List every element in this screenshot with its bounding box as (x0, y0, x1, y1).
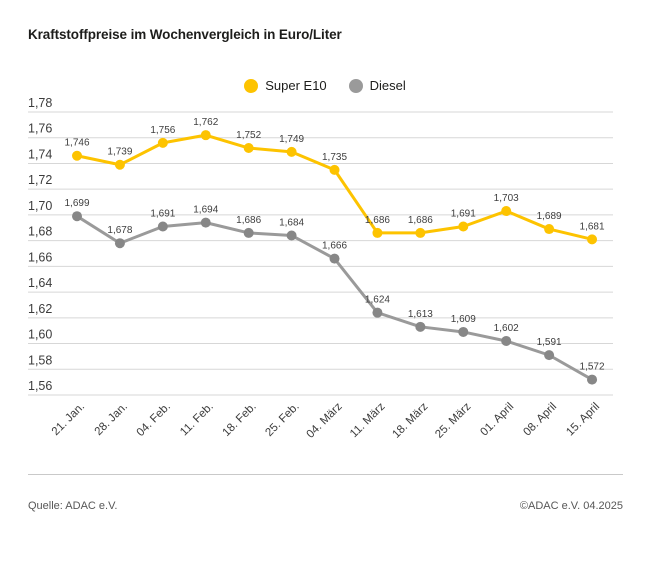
super-e10-dot-icon (244, 78, 259, 93)
data-point-label: 1,624 (365, 295, 390, 306)
y-tick-label: 1,72 (28, 173, 52, 187)
x-tick-label: 11. Feb. (178, 401, 216, 439)
x-tick-label: 28. Jan. (93, 401, 130, 438)
chart-title: Kraftstoffpreise im Wochenvergleich in E… (28, 27, 342, 42)
data-point-marker (329, 253, 340, 264)
series-diesel: 1,699 1,678 1,691 1,694 1,686 1,684 1,666 1,624… (64, 198, 605, 385)
data-point-marker (372, 307, 383, 318)
data-point-marker (114, 238, 125, 249)
data-point-marker (415, 227, 426, 238)
data-point-label: 1,735 (322, 152, 347, 163)
data-point-marker (501, 206, 512, 217)
data-point-marker (72, 150, 82, 161)
data-point-marker (200, 130, 211, 141)
data-point-marker (415, 321, 426, 332)
data-point-marker (243, 143, 254, 154)
y-tick-label: 1,64 (28, 276, 52, 290)
data-point-marker (458, 221, 469, 232)
data-point-label: 1,699 (64, 198, 89, 209)
chart-legend: Super E10 Diesel (0, 78, 650, 93)
data-point-marker (544, 224, 555, 235)
x-tick-label: 11. März (348, 400, 388, 440)
data-point-label: 1,666 (322, 241, 347, 252)
y-tick-label: 1,78 (28, 96, 52, 110)
data-point-marker (157, 221, 168, 232)
y-axis-labels: 1,78 1,76 1,74 1,72 1,70 1,68 1,66 1,64 1,62 1,60… (28, 96, 52, 393)
data-point-label: 1,691 (150, 208, 175, 219)
x-axis-labels: 21. Jan. 28. Jan. 04. Feb. 11. Feb. 18. Feb.… (50, 400, 602, 440)
diesel-dot-icon (348, 78, 363, 93)
data-point-marker (458, 326, 469, 337)
data-point-marker (243, 227, 254, 238)
data-point-label: 1,613 (408, 309, 433, 320)
x-tick-label: 25. Feb. (263, 401, 301, 439)
data-point-label: 1,686 (408, 215, 433, 226)
data-point-label: 1,739 (107, 147, 132, 158)
data-point-marker (157, 137, 168, 148)
data-point-marker (372, 227, 383, 238)
data-point-label: 1,752 (236, 130, 261, 141)
legend-label-super-e10: Super E10 (265, 78, 327, 93)
x-tick-label: 21. Jan. (50, 401, 87, 438)
data-point-marker (587, 234, 598, 245)
data-point-label: 1,756 (150, 125, 175, 136)
y-tick-label: 1,70 (28, 199, 52, 213)
y-tick-label: 1,66 (28, 250, 52, 264)
legend-item-super-e10: Super E10 (244, 78, 327, 93)
data-point-marker (286, 146, 297, 157)
series-line-super-e10 (75, 133, 594, 241)
y-tick-label: 1,58 (28, 353, 52, 367)
y-tick-label: 1,60 (28, 328, 52, 342)
data-point-marker (501, 335, 512, 346)
data-point-marker (329, 164, 340, 175)
copyright-note: ©ADAC e.V. 04.2025 (519, 500, 623, 512)
y-tick-label: 1,76 (28, 122, 52, 136)
data-point-label: 1,684 (279, 217, 304, 228)
y-tick-label: 1,56 (28, 379, 52, 393)
data-point-label: 1,602 (494, 323, 519, 334)
data-point-marker (544, 350, 555, 361)
data-point-label: 1,686 (365, 215, 390, 226)
x-tick-label: 18. März (390, 400, 430, 440)
data-point-label: 1,681 (580, 221, 605, 232)
data-point-marker (200, 217, 211, 228)
x-tick-label: 25. März (433, 400, 473, 440)
data-point-marker (286, 230, 297, 241)
data-point-label: 1,572 (580, 362, 605, 373)
data-point-marker (587, 374, 598, 385)
data-point-label: 1,762 (193, 117, 218, 128)
data-point-label: 1,749 (279, 134, 304, 145)
y-tick-label: 1,62 (28, 302, 52, 316)
x-tick-label: 08. April (521, 401, 559, 439)
source-note: Quelle: ADAC e.V. (28, 500, 118, 512)
data-point-label: 1,703 (494, 193, 519, 204)
x-tick-label: 18. Feb. (220, 401, 258, 439)
data-point-marker (114, 159, 125, 170)
y-tick-label: 1,68 (28, 225, 52, 239)
y-tick-label: 1,74 (28, 147, 52, 161)
footer: Quelle: ADAC e.V. ©ADAC e.V. 04.2025 (28, 500, 623, 512)
legend-label-diesel: Diesel (369, 78, 406, 93)
data-point-label: 1,689 (537, 211, 562, 222)
data-point-label: 1,678 (107, 225, 132, 236)
data-point-label: 1,591 (537, 337, 562, 348)
series-super-e10: 1,746 1,739 1,756 1,762 1,752 1,749 1,735 1,686… (64, 117, 605, 245)
x-tick-label: 01. April (478, 401, 516, 439)
data-point-marker (72, 211, 82, 222)
data-point-label: 1,686 (236, 215, 261, 226)
x-tick-label: 04. Feb. (135, 401, 173, 439)
legend-item-diesel: Diesel (348, 78, 406, 93)
x-tick-label: 04. März (305, 400, 345, 440)
data-point-label: 1,694 (193, 205, 218, 216)
data-point-label: 1,609 (451, 314, 476, 325)
data-point-label: 1,746 (64, 138, 89, 149)
data-point-label: 1,691 (451, 208, 476, 219)
footer-divider (28, 474, 623, 475)
x-tick-label: 15. April (564, 401, 602, 439)
